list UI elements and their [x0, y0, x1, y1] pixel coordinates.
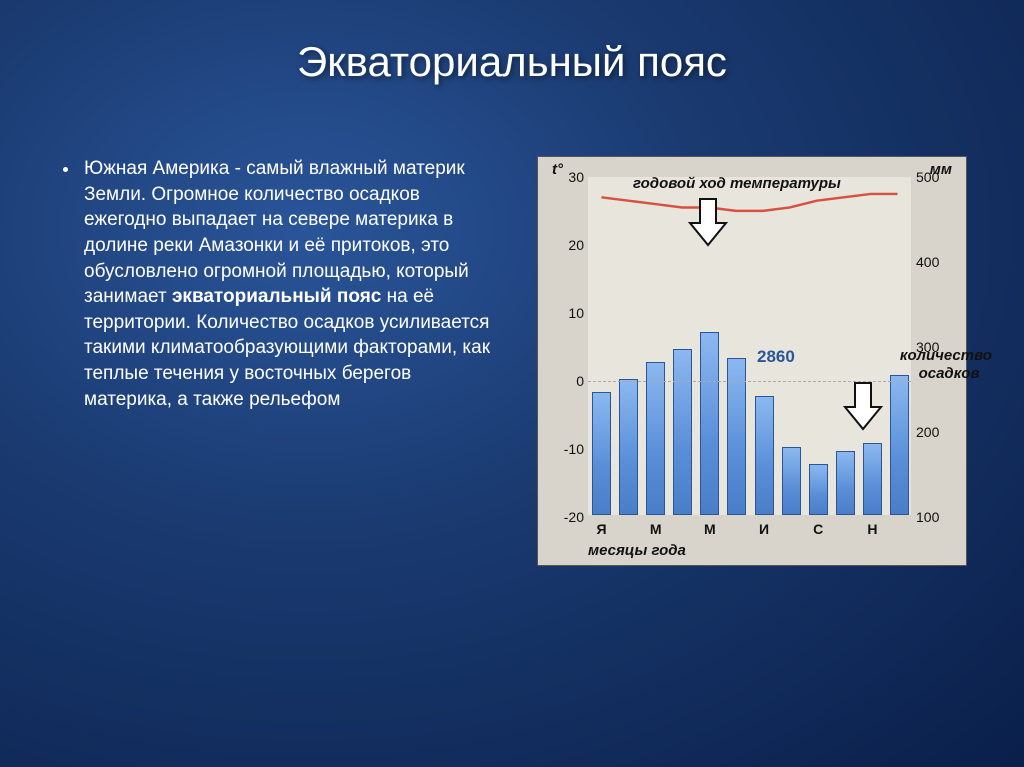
- left-tick: 0: [538, 373, 584, 389]
- body-text: Южная Америка - самый влажный материк Зе…: [60, 156, 490, 566]
- left-tick: 30: [538, 169, 584, 185]
- x-tick: И: [759, 521, 769, 537]
- right-tick: 400: [916, 254, 966, 270]
- precip-callout-l2: осадков: [919, 365, 980, 382]
- left-tick: -20: [538, 509, 584, 525]
- x-tick: М: [650, 521, 662, 537]
- x-tick: М: [704, 521, 716, 537]
- left-tick: 10: [538, 305, 584, 321]
- chart-column: t° мм месяцы года 2860 -20-100102030 100…: [520, 156, 984, 566]
- x-tick: Н: [867, 521, 877, 537]
- right-tick: 100: [916, 509, 966, 525]
- temperature-line: [588, 177, 911, 515]
- bullet-pre: Южная Америка - самый влажный материк Зе…: [84, 158, 469, 307]
- slide-title: Экваториальный пояс: [0, 0, 1024, 86]
- left-tick: -10: [538, 441, 584, 457]
- x-tick: Я: [597, 521, 607, 537]
- precip-callout-l1: количество: [900, 347, 992, 364]
- right-tick: 500: [916, 169, 966, 185]
- temperature-arrow-icon: [688, 197, 728, 247]
- climate-chart: t° мм месяцы года 2860 -20-100102030 100…: [537, 156, 967, 566]
- right-tick: 200: [916, 424, 966, 440]
- temperature-callout: годовой ход температуры: [633, 175, 841, 192]
- left-tick: 20: [538, 237, 584, 253]
- content-row: Южная Америка - самый влажный материк Зе…: [0, 86, 1024, 566]
- x-tick: С: [813, 521, 823, 537]
- precip-arrow-icon: [843, 381, 883, 431]
- x-axis-label: месяцы года: [588, 542, 686, 559]
- annual-precip-total: 2860: [757, 347, 795, 367]
- bullet-item: Южная Америка - самый влажный материк Зе…: [80, 156, 490, 412]
- plot-area: 2860: [588, 177, 911, 515]
- bullet-bold: экваториальный пояс: [172, 286, 387, 307]
